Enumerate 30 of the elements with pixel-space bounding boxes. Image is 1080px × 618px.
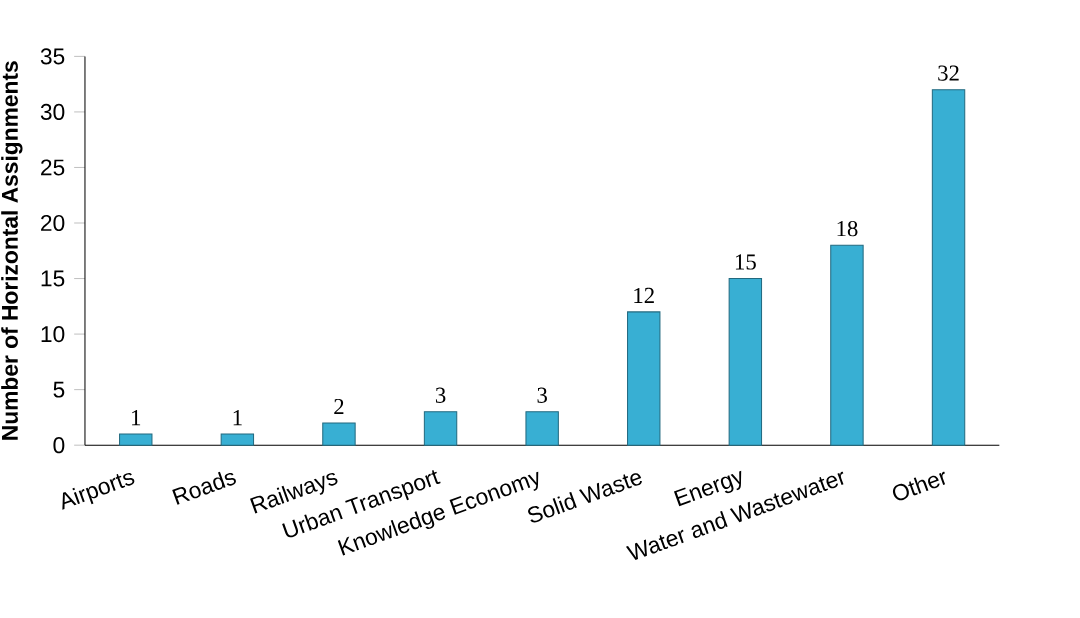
bar bbox=[220, 433, 255, 446]
bar bbox=[423, 411, 458, 446]
data-label: 1 bbox=[233, 410, 242, 426]
data-label: 1 bbox=[132, 410, 141, 426]
bar bbox=[728, 278, 763, 446]
y-tick-label: 15 bbox=[41, 270, 65, 287]
y-tick-label: 5 bbox=[53, 381, 65, 398]
y-tick-label: 30 bbox=[40, 103, 65, 121]
y-tick-label: 10 bbox=[41, 326, 65, 343]
bar bbox=[931, 89, 966, 446]
y-tick-label: 35 bbox=[40, 48, 65, 65]
y-tick-label: 25 bbox=[41, 159, 65, 176]
y-axis-title: Number of Horizontal Assignments bbox=[1, 61, 23, 440]
bar bbox=[119, 433, 153, 446]
y-tick-label: 0 bbox=[53, 437, 65, 454]
bar bbox=[322, 422, 356, 446]
data-label: 18 bbox=[837, 220, 858, 237]
data-label: 15 bbox=[735, 254, 756, 270]
x-tick-label: Other bbox=[892, 471, 946, 501]
bar bbox=[525, 411, 559, 446]
data-label: 3 bbox=[537, 387, 547, 403]
bar bbox=[627, 311, 661, 446]
x-tick-label: Roads bbox=[172, 471, 236, 505]
data-label: 12 bbox=[634, 287, 654, 303]
data-label: 3 bbox=[435, 387, 446, 403]
bar bbox=[830, 244, 864, 446]
data-label: 32 bbox=[938, 65, 959, 81]
data-label: 2 bbox=[334, 398, 344, 415]
y-tick-label: 20 bbox=[41, 214, 65, 232]
x-tick-label: Airports bbox=[62, 472, 135, 510]
